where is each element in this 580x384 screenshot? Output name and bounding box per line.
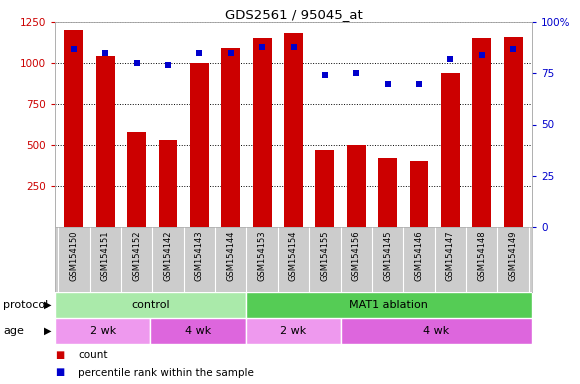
- Bar: [347, 145, 365, 227]
- Point: [351, 70, 361, 76]
- Point: [383, 80, 392, 86]
- Text: protocol: protocol: [3, 300, 48, 310]
- Point: [100, 50, 110, 56]
- Bar: [127, 132, 146, 227]
- Point: [477, 52, 487, 58]
- Text: ■: ■: [55, 350, 64, 361]
- Bar: [504, 37, 523, 227]
- Text: GSM154156: GSM154156: [351, 230, 361, 281]
- Bar: [150, 318, 246, 344]
- Point: [414, 80, 423, 86]
- Point: [289, 43, 298, 50]
- Text: ■: ■: [55, 367, 64, 377]
- Bar: [246, 292, 532, 318]
- Bar: [472, 38, 491, 227]
- Text: 2 wk: 2 wk: [89, 326, 116, 336]
- Bar: [190, 63, 209, 227]
- Point: [195, 50, 204, 56]
- Text: GSM154145: GSM154145: [383, 230, 392, 281]
- Bar: [222, 48, 240, 227]
- Text: GSM154153: GSM154153: [258, 230, 267, 281]
- Bar: [253, 38, 271, 227]
- Text: 4 wk: 4 wk: [423, 326, 450, 336]
- Text: GSM154143: GSM154143: [195, 230, 204, 281]
- Text: GSM154154: GSM154154: [289, 230, 298, 281]
- Text: age: age: [3, 326, 24, 336]
- Point: [320, 72, 329, 78]
- Text: 4 wk: 4 wk: [185, 326, 211, 336]
- Bar: [246, 318, 341, 344]
- Bar: [378, 158, 397, 227]
- Point: [164, 62, 173, 68]
- Bar: [55, 292, 246, 318]
- Text: GSM154148: GSM154148: [477, 230, 486, 281]
- Text: percentile rank within the sample: percentile rank within the sample: [78, 367, 254, 377]
- Text: MAT1 ablation: MAT1 ablation: [350, 300, 429, 310]
- Text: GSM154150: GSM154150: [70, 230, 78, 281]
- Text: ▶: ▶: [44, 300, 52, 310]
- Text: GSM154142: GSM154142: [164, 230, 172, 281]
- Text: GSM154151: GSM154151: [101, 230, 110, 281]
- Bar: [316, 150, 334, 227]
- Point: [509, 46, 518, 52]
- Point: [226, 50, 235, 56]
- Bar: [409, 161, 429, 227]
- Bar: [341, 318, 532, 344]
- Text: ▶: ▶: [44, 326, 52, 336]
- Text: control: control: [131, 300, 170, 310]
- Text: GSM154147: GSM154147: [446, 230, 455, 281]
- Text: GSM154152: GSM154152: [132, 230, 141, 281]
- Text: count: count: [78, 350, 108, 361]
- Bar: [64, 30, 84, 227]
- Bar: [158, 140, 177, 227]
- Bar: [96, 56, 115, 227]
- Text: GSM154144: GSM154144: [226, 230, 235, 281]
- Text: GSM154155: GSM154155: [320, 230, 329, 281]
- Point: [69, 46, 78, 52]
- Title: GDS2561 / 95045_at: GDS2561 / 95045_at: [224, 8, 362, 21]
- Bar: [441, 73, 460, 227]
- Point: [132, 60, 142, 66]
- Text: GSM154149: GSM154149: [509, 230, 518, 281]
- Point: [446, 56, 455, 62]
- Point: [258, 43, 267, 50]
- Bar: [55, 318, 150, 344]
- Bar: [284, 33, 303, 227]
- Text: 2 wk: 2 wk: [280, 326, 307, 336]
- Text: GSM154146: GSM154146: [415, 230, 423, 281]
